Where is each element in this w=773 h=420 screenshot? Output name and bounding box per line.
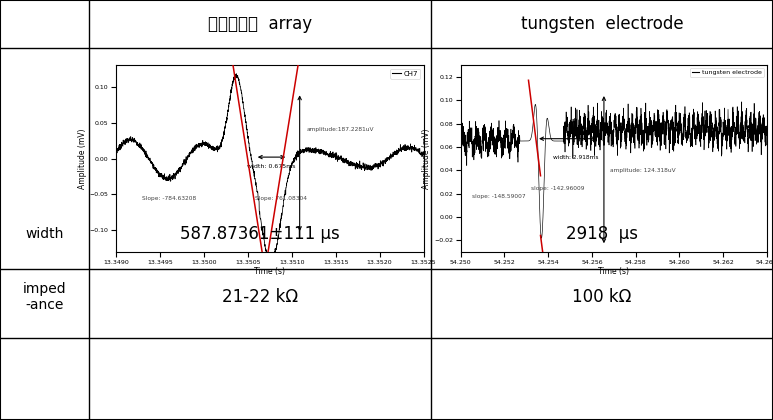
Text: amplitude: 124.318uV: amplitude: 124.318uV (611, 168, 676, 173)
Text: amplitude:187.2281uV: amplitude:187.2281uV (307, 127, 374, 132)
Legend: tungsten electrode: tungsten electrode (690, 68, 764, 77)
Text: tungsten  electrode: tungsten electrode (521, 15, 683, 33)
Text: slope: -148.59007: slope: -148.59007 (472, 194, 526, 199)
X-axis label: Time (s): Time (s) (598, 268, 629, 276)
Text: 21-22 kΩ: 21-22 kΩ (222, 288, 298, 306)
Y-axis label: Amplitude (mV): Amplitude (mV) (422, 128, 431, 189)
Legend: CH7: CH7 (390, 68, 421, 79)
Text: Slope: 761.08304: Slope: 761.08304 (255, 196, 307, 201)
Text: slope: -142.96009: slope: -142.96009 (531, 186, 584, 191)
Text: 2918  μs: 2918 μs (566, 225, 638, 243)
Text: width: 2.918ms: width: 2.918ms (553, 155, 598, 160)
Text: 100 kΩ: 100 kΩ (573, 288, 632, 306)
Text: imped
-ance: imped -ance (22, 282, 66, 312)
Text: Slope: -784.63208: Slope: -784.63208 (142, 196, 196, 201)
Text: width: 0.675ms: width: 0.675ms (247, 164, 296, 169)
X-axis label: Time (s): Time (s) (254, 268, 285, 276)
Y-axis label: Amplitude (mV): Amplitude (mV) (77, 128, 87, 189)
Text: 나노와이어  array: 나노와이어 array (208, 15, 312, 33)
Text: 587.87361±111 μs: 587.87361±111 μs (180, 225, 340, 243)
Text: width: width (26, 227, 63, 241)
